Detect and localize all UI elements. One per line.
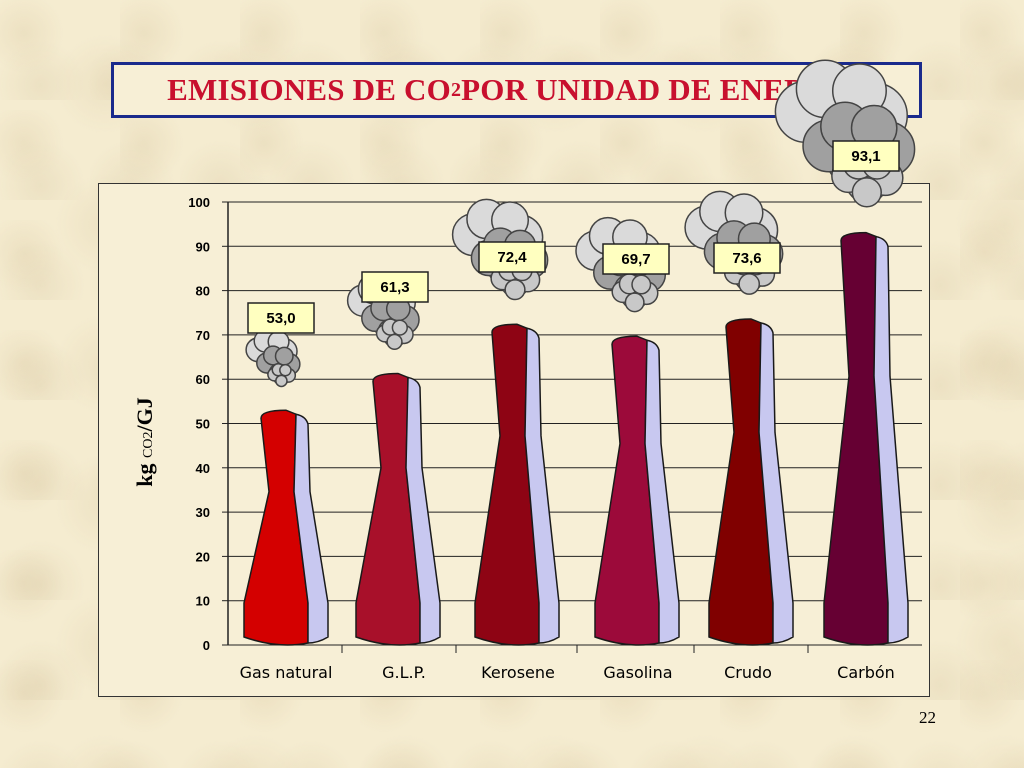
title-main: EMISIONES DE CO	[167, 72, 451, 107]
smoke-puff	[274, 346, 294, 366]
category-label: Gas natural	[240, 663, 333, 682]
y-tick-label: 50	[196, 417, 210, 432]
chimney-side	[524, 327, 560, 644]
smoke-layer	[245, 59, 916, 388]
smoke-puff	[279, 363, 292, 377]
y-tick-label: 20	[196, 549, 210, 564]
value-label: 73,6	[732, 250, 761, 267]
smoke-puff	[391, 319, 408, 336]
chimney-side	[644, 339, 680, 644]
category-label: Kerosene	[481, 663, 555, 682]
smoke-puff	[386, 333, 403, 351]
label-layer: 53,0 Gas natural 61,3 G.L.P. 72,4 Kerosene 69,…	[240, 140, 900, 682]
y-tick-label: 70	[196, 328, 210, 343]
y-tick-label: 30	[196, 505, 210, 520]
chimney-side	[405, 376, 441, 644]
value-label-box	[478, 241, 546, 273]
value-label-box	[247, 302, 315, 334]
value-label: 61,3	[380, 279, 409, 296]
smoke-puff	[624, 292, 645, 313]
y-tick-label: 10	[196, 594, 210, 609]
chimney-side	[758, 322, 794, 644]
y-tick-label: 80	[196, 284, 210, 299]
chimney-side	[293, 413, 329, 644]
y-tick-label: 40	[196, 461, 210, 476]
title-subscript: 2	[450, 78, 462, 101]
value-label: 53,0	[266, 310, 295, 327]
value-label-box	[713, 242, 781, 274]
page-number: 22	[919, 708, 936, 727]
value-label: 72,4	[497, 249, 527, 266]
smoke-puff	[738, 273, 761, 295]
value-label-box	[361, 271, 429, 303]
value-label: 69,7	[621, 251, 650, 268]
category-label: Carbón	[837, 663, 895, 682]
smoke-puff	[851, 177, 882, 208]
y-tick-label: 90	[196, 239, 210, 254]
value-label-box	[832, 140, 900, 172]
category-label: G.L.P.	[382, 663, 426, 682]
category-label: Gasolina	[603, 663, 672, 682]
chimney-side	[873, 235, 909, 644]
smoke-puff	[275, 374, 288, 388]
value-label: 93,1	[851, 148, 880, 165]
y-axis-label: kg CO2/GJ	[132, 397, 157, 486]
value-label-box	[602, 243, 670, 275]
y-tick-label: 0	[203, 638, 210, 653]
axis-layer: 0 10 20 30 40 50 60 70 80 90 100	[188, 195, 809, 653]
smoke-puff	[504, 279, 526, 301]
y-tick-label: 60	[196, 372, 210, 387]
smoke-puff	[631, 274, 652, 295]
category-label: Crudo	[724, 663, 772, 682]
grid-layer	[228, 201, 922, 646]
bar-layer	[243, 231, 909, 646]
y-tick-label: 100	[188, 195, 210, 210]
